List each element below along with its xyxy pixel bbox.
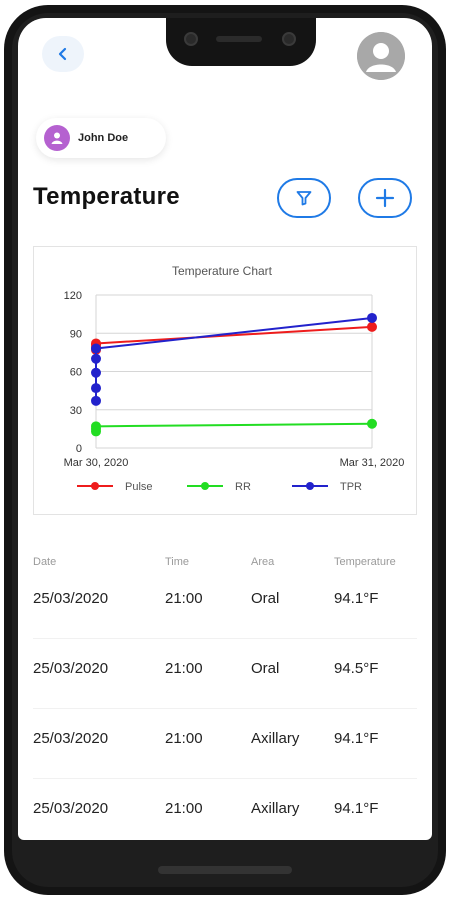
row-divider bbox=[33, 638, 417, 639]
legend-label[interactable]: TPR bbox=[340, 481, 362, 493]
speaker-grille bbox=[216, 36, 262, 42]
column-header: Temperature bbox=[334, 556, 396, 568]
data-point[interactable] bbox=[91, 421, 101, 432]
sensor-icon bbox=[282, 32, 296, 46]
patient-avatar bbox=[44, 125, 70, 151]
temperature-chart: Temperature Chart 0 30 60 90 120 Mar 30, 202… bbox=[64, 264, 405, 493]
table-cell[interactable]: 25/03/2020 bbox=[33, 800, 109, 817]
data-point[interactable] bbox=[367, 321, 377, 332]
table-cell[interactable]: 25/03/2020 bbox=[33, 660, 109, 677]
data-point[interactable] bbox=[91, 367, 101, 378]
table-cell[interactable]: 21:00 bbox=[165, 660, 203, 677]
table-cell[interactable]: 21:00 bbox=[165, 590, 203, 607]
table-cell[interactable]: 94.1°F bbox=[334, 590, 379, 607]
filter-button[interactable] bbox=[277, 178, 331, 218]
person-icon bbox=[51, 132, 63, 144]
legend-swatch-dot bbox=[201, 482, 209, 490]
patient-name: John Doe bbox=[78, 132, 129, 144]
x-tick-label: Mar 31, 2020 bbox=[340, 457, 405, 469]
chart-legend: Pulse RR TPR bbox=[77, 481, 362, 493]
chart-title: Temperature Chart bbox=[172, 264, 273, 278]
data-point[interactable] bbox=[91, 395, 101, 406]
column-header: Date bbox=[33, 556, 57, 568]
series-pulse bbox=[91, 321, 377, 355]
home-indicator[interactable] bbox=[158, 866, 292, 874]
legend-swatch-dot bbox=[91, 482, 99, 490]
table-cell[interactable]: 21:00 bbox=[165, 800, 203, 817]
y-tick-label: 120 bbox=[64, 290, 82, 302]
table-cell[interactable]: Oral bbox=[251, 590, 280, 607]
data-point[interactable] bbox=[91, 343, 101, 354]
data-point[interactable] bbox=[91, 383, 101, 394]
chevron-left-icon bbox=[58, 47, 67, 61]
y-tick-label: 90 bbox=[70, 328, 82, 340]
phone-notch bbox=[166, 18, 316, 66]
y-tick-label: 0 bbox=[76, 443, 82, 455]
series-rr bbox=[91, 418, 377, 437]
row-divider bbox=[33, 778, 417, 779]
x-tick-label: Mar 30, 2020 bbox=[64, 457, 129, 469]
data-point[interactable] bbox=[91, 353, 101, 364]
temperature-chart-card: Temperature Chart 0 30 60 90 120 Mar 30, 202… bbox=[33, 246, 417, 515]
row-divider bbox=[33, 708, 417, 709]
table-cell[interactable]: 25/03/2020 bbox=[33, 590, 109, 607]
table-cell[interactable]: Axillary bbox=[251, 800, 300, 817]
add-button[interactable] bbox=[358, 178, 412, 218]
y-axis-ticks: 0 30 60 90 120 bbox=[64, 290, 82, 455]
x-axis-ticks: Mar 30, 2020 Mar 31, 2020 bbox=[64, 457, 405, 469]
table-cell[interactable]: 94.1°F bbox=[334, 800, 379, 817]
data-point[interactable] bbox=[367, 312, 377, 323]
legend-label[interactable]: Pulse bbox=[125, 481, 153, 493]
table-cell[interactable]: 94.1°F bbox=[334, 730, 379, 747]
user-avatar-icon bbox=[357, 32, 405, 80]
profile-button[interactable] bbox=[357, 32, 405, 80]
front-camera-icon bbox=[184, 32, 198, 46]
y-tick-label: 60 bbox=[70, 367, 82, 379]
legend-swatch-dot bbox=[306, 482, 314, 490]
series-line bbox=[95, 316, 373, 350]
patient-chip[interactable]: John Doe bbox=[36, 118, 166, 158]
back-button[interactable] bbox=[42, 36, 84, 72]
series-tpr bbox=[91, 312, 377, 406]
page-title: Temperature bbox=[33, 183, 180, 210]
table-cell[interactable]: 21:00 bbox=[165, 730, 203, 747]
column-header: Area bbox=[251, 556, 275, 568]
column-header: Time bbox=[165, 556, 190, 568]
chart-series bbox=[91, 312, 377, 437]
table-cell[interactable]: 25/03/2020 bbox=[33, 730, 109, 747]
y-tick-label: 30 bbox=[70, 405, 82, 417]
series-line bbox=[95, 325, 373, 345]
filter-icon bbox=[296, 191, 312, 206]
legend-label[interactable]: RR bbox=[235, 481, 251, 493]
table-cell[interactable]: Oral bbox=[251, 660, 280, 677]
data-point[interactable] bbox=[367, 418, 377, 429]
plus-icon bbox=[375, 188, 395, 208]
series-line bbox=[95, 422, 373, 428]
app-screen: John Doe Temperature Temperature Chart 0… bbox=[18, 18, 432, 840]
table-cell[interactable]: 94.5°F bbox=[334, 660, 379, 677]
table-cell[interactable]: Axillary bbox=[251, 730, 300, 747]
